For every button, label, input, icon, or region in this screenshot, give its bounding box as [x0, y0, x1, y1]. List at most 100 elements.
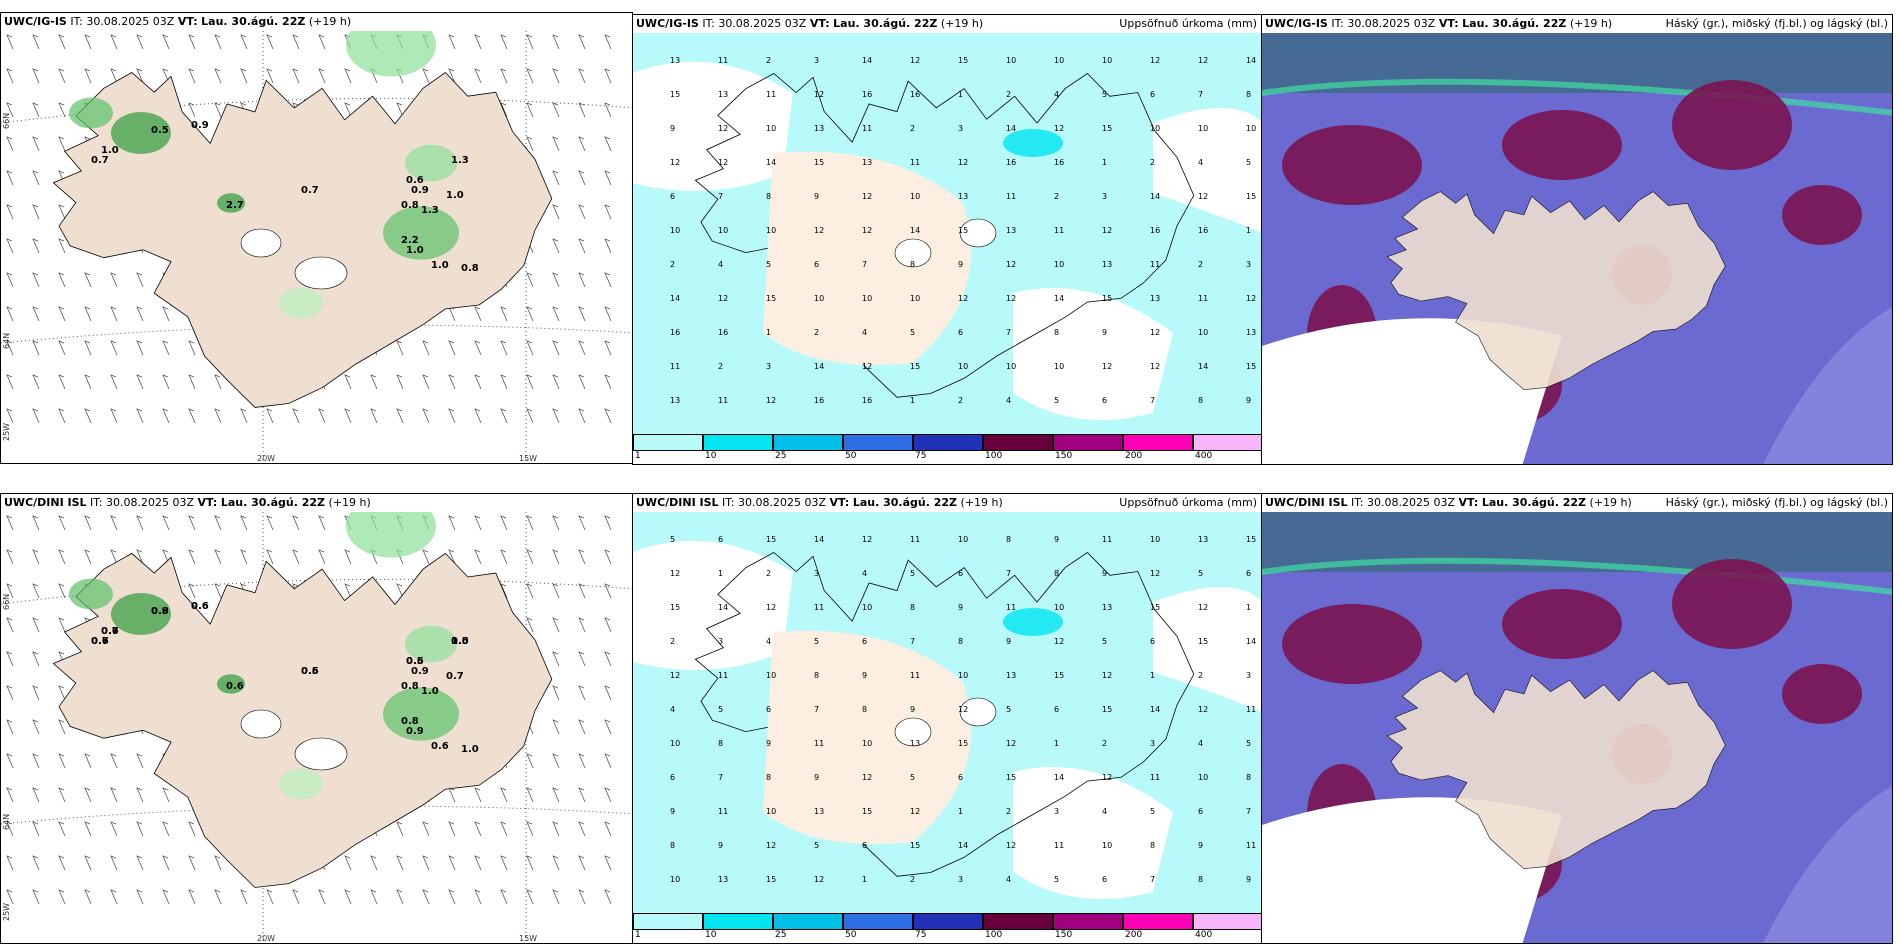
precip-value: 10 [1054, 603, 1064, 612]
wind-barb [526, 408, 534, 424]
wind-barb [578, 821, 586, 837]
precip-value: 2 [1150, 158, 1155, 167]
wind-barb [604, 136, 612, 152]
precip-value: 2 [1102, 739, 1107, 748]
wind-barb [396, 408, 404, 424]
wind-barb [136, 306, 144, 322]
panel-subtitle: Háský (gr.), miðský (fj.bl.) og lágský (… [1665, 496, 1888, 509]
precip-value: 15 [1246, 192, 1256, 201]
wind-barb [58, 34, 66, 50]
precip-value: 11 [1006, 603, 1016, 612]
precip-value: 12 [910, 56, 920, 65]
panel-dini-clouds: UWC/DINI ISL IT: 30.08.2025 03Z VT: Lau.… [1261, 493, 1893, 944]
precip-value: 13 [814, 124, 824, 133]
panel-ig-is-clouds: UWC/IG-IS IT: 30.08.2025 03Z VT: Lau. 30… [1261, 14, 1893, 465]
precip-value: 3 [1054, 807, 1059, 816]
wind-barb [396, 821, 404, 837]
colorbar-tick-label: 100 [985, 451, 1003, 461]
precip-value: 8 [766, 192, 771, 201]
precip-value: 8 [958, 637, 963, 646]
low-cloud [1672, 559, 1792, 649]
panel-header: UWC/IG-IS IT: 30.08.2025 03Z VT: Lau. 30… [1, 13, 632, 31]
wind-barb [552, 583, 560, 599]
precip-value: 12 [766, 841, 776, 850]
precip-value: 16 [862, 90, 872, 99]
latitude-label: 66N [2, 113, 11, 129]
precip-value: 12 [1054, 637, 1064, 646]
precip-value-label: 1.3 [451, 155, 469, 166]
precip-value: 10 [1102, 841, 1112, 850]
colorbar-swatch [633, 434, 703, 451]
wind-barb [292, 549, 300, 565]
precip-value: 14 [718, 603, 728, 612]
glacier [894, 717, 932, 747]
wind-barb [552, 306, 560, 322]
precip-value: 12 [1006, 739, 1016, 748]
land-clear [1386, 670, 1726, 870]
wind-barb [214, 549, 222, 565]
wind-barb [578, 787, 586, 803]
wind-barb [370, 889, 378, 905]
wind-barb [526, 855, 534, 871]
precip-value: 12 [1150, 56, 1160, 65]
precip-value: 10 [1198, 124, 1208, 133]
precip-value: 3 [718, 637, 723, 646]
wind-barb [526, 136, 534, 152]
wind-map: 0.60.60.80.70.50.50.5 0.9 0.70.8 1.00.60.80… [1, 494, 632, 943]
precip-value: 1 [958, 90, 963, 99]
wind-barb [110, 753, 118, 769]
precip-value: 14 [814, 535, 824, 544]
wind-barb [526, 34, 534, 50]
wind-barb [6, 685, 14, 701]
wind-barb [344, 408, 352, 424]
precip-area [217, 674, 245, 694]
wind-barb [32, 238, 40, 254]
precip-colorbar: 1 10 25 50 75 100 150 200 400 [633, 913, 1261, 943]
wind-barb [604, 272, 612, 288]
precip-value: 10 [1102, 56, 1112, 65]
wind-barb [6, 272, 14, 288]
precip-value: 12 [1150, 328, 1160, 337]
precip-value: 12 [1198, 705, 1208, 714]
wind-barb [136, 340, 144, 356]
low-cloud [1502, 589, 1622, 659]
wind-barb [214, 102, 222, 118]
wind-barb [344, 102, 352, 118]
longitude-label: 20W [257, 934, 275, 943]
wind-barb [240, 68, 248, 84]
wind-barb [32, 136, 40, 152]
precip-value: 15 [670, 90, 680, 99]
precip-value: 12 [670, 671, 680, 680]
dry-area [1013, 767, 1173, 900]
wind-barb [578, 170, 586, 186]
wind-barb [214, 855, 222, 871]
precip-value: 12 [1006, 260, 1016, 269]
wind-barb [214, 408, 222, 424]
wind-barb [162, 68, 170, 84]
colorbar-tick-label: 150 [1055, 451, 1073, 461]
wind-barb [604, 685, 612, 701]
wind-barb [500, 787, 508, 803]
precip-value: 12 [814, 226, 824, 235]
heavy-precip [1003, 608, 1063, 636]
precip-value: 6 [766, 705, 771, 714]
wind-barb [32, 855, 40, 871]
wind-barb [396, 855, 404, 871]
precip-value: 12 [1006, 294, 1016, 303]
precip-value: 9 [1006, 637, 1011, 646]
wind-barb [214, 889, 222, 905]
wind-barb [240, 549, 248, 565]
wind-barb [188, 821, 196, 837]
wind-barb [500, 306, 508, 322]
wind-barb [266, 408, 274, 424]
precip-value: 13 [718, 875, 728, 884]
precip-value: 5 [1198, 569, 1203, 578]
precip-value: 3 [1246, 671, 1251, 680]
precip-value: 15 [1006, 773, 1016, 782]
precip-value: 6 [1246, 569, 1251, 578]
precip-value-label: 0.8 [401, 681, 419, 692]
precip-value: 13 [670, 56, 680, 65]
wind-barb [604, 855, 612, 871]
precip-value: 4 [1054, 90, 1059, 99]
panel-subtitle: Uppsöfnuð úrkoma (mm) [1119, 17, 1257, 30]
